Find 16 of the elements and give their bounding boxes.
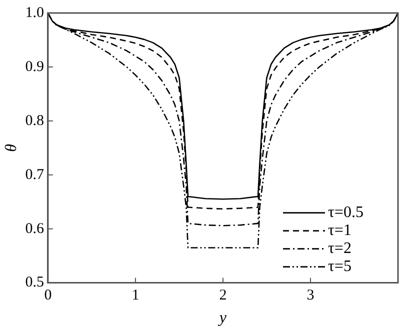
legend-label: τ=1 <box>328 222 352 240</box>
y-axis-title: θ <box>2 144 20 152</box>
x-tick-label: 1 <box>132 288 140 304</box>
legend-label: τ=0.5 <box>328 204 364 222</box>
y-tick-label: 0.6 <box>25 220 44 237</box>
y-tick-label: 0.5 <box>25 274 44 291</box>
x-tick-label: 0 <box>44 288 52 304</box>
y-tick-label: 0.8 <box>25 112 44 129</box>
x-tick-label: 3 <box>306 288 314 304</box>
x-tick-label: 2 <box>219 288 227 304</box>
x-axis-title: y <box>217 310 228 327</box>
legend-label: τ=2 <box>328 240 352 258</box>
y-tick-label: 0.9 <box>25 58 44 75</box>
y-tick-label: 0.7 <box>25 166 44 183</box>
legend-label: τ=5 <box>328 258 352 276</box>
y-tick-label: 1.0 <box>25 4 44 21</box>
